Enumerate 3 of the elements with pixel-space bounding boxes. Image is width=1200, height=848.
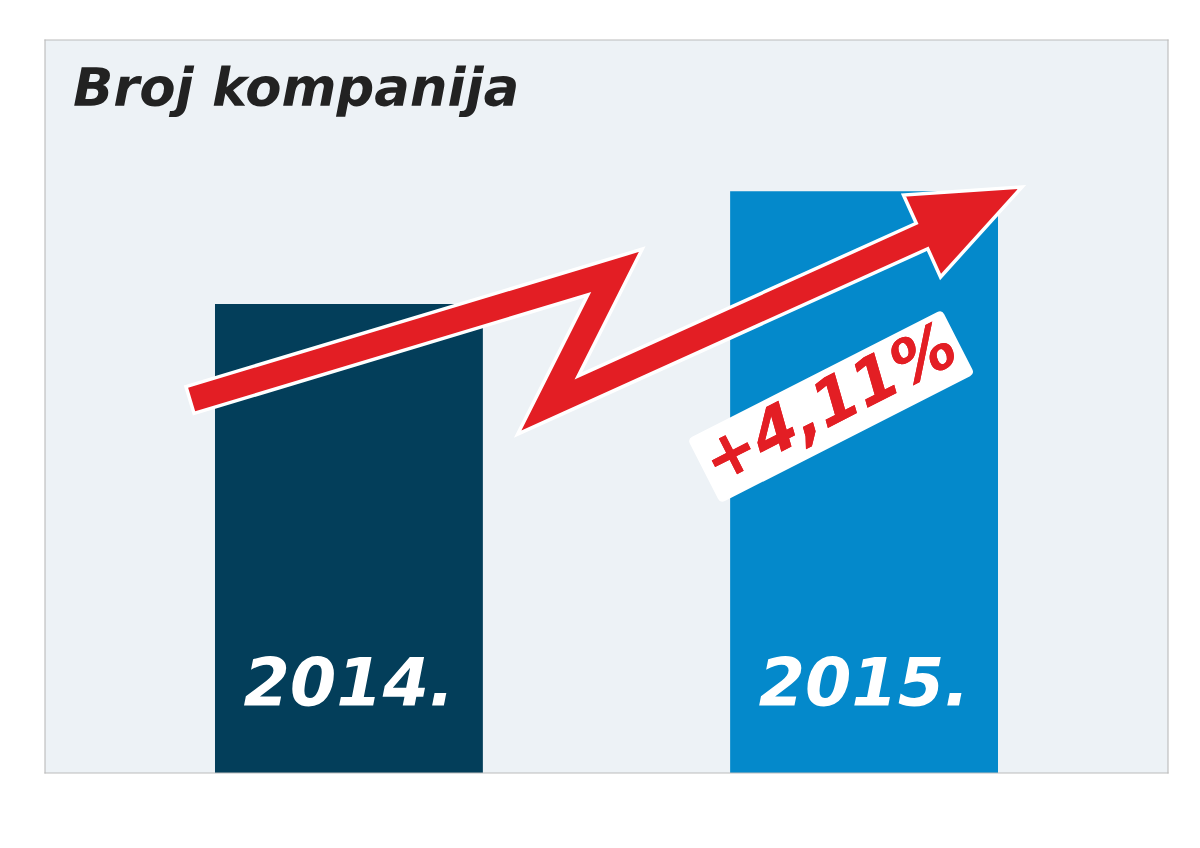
x-tick-label: 2014.	[244, 656, 447, 707]
x-tick-label: 2015.	[759, 656, 962, 707]
chart-title: Broj kompanija	[74, 65, 516, 118]
